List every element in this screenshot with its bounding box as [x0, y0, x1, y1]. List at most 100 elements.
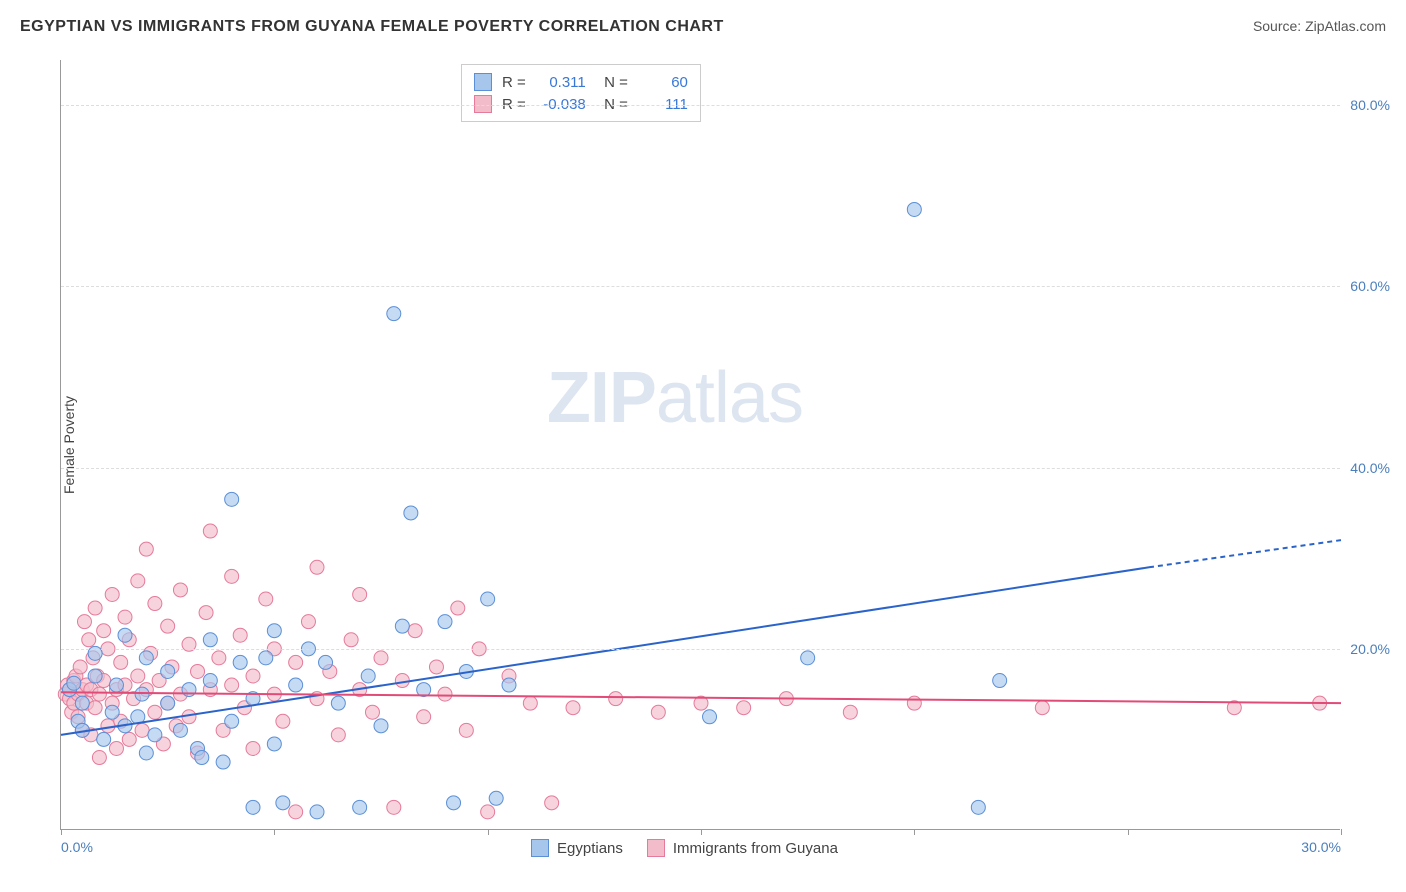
xtick-label: 0.0% [61, 839, 93, 855]
data-point [609, 692, 623, 706]
data-point [395, 619, 409, 633]
data-point [703, 710, 717, 724]
data-point [1035, 701, 1049, 715]
xtick-mark [274, 829, 275, 835]
data-point [246, 800, 260, 814]
data-point [216, 755, 230, 769]
stats-N-val-0: 60 [638, 74, 688, 91]
data-point [365, 705, 379, 719]
data-point [387, 307, 401, 321]
data-point [148, 705, 162, 719]
data-point [148, 597, 162, 611]
data-point [737, 701, 751, 715]
data-point [451, 601, 465, 615]
data-point [212, 651, 226, 665]
xtick-mark [61, 829, 62, 835]
xtick-label: 30.0% [1301, 839, 1341, 855]
stats-row-1: R = -0.038 N = 111 [474, 93, 688, 115]
data-point [438, 615, 452, 629]
data-point [148, 728, 162, 742]
data-point [387, 800, 401, 814]
data-point [408, 624, 422, 638]
stats-R-label-0: R = [502, 74, 526, 91]
data-point [139, 651, 153, 665]
trend-line-dashed [1149, 540, 1341, 567]
data-point [344, 633, 358, 647]
source-attribution: Source: ZipAtlas.com [1253, 18, 1386, 34]
data-point [182, 683, 196, 697]
chart-container: Female Poverty ZIPatlas R = 0.311 N = 60… [50, 60, 1370, 830]
stats-R-val-1: -0.038 [536, 96, 586, 113]
data-point [353, 800, 367, 814]
data-point [289, 678, 303, 692]
data-point [203, 633, 217, 647]
data-point [118, 610, 132, 624]
legend-swatch-guyana [647, 839, 665, 857]
gridline [61, 105, 1340, 106]
data-point [310, 805, 324, 819]
data-point [331, 728, 345, 742]
data-point [310, 560, 324, 574]
bottom-legend: Egyptians Immigrants from Guyana [531, 839, 838, 857]
data-point [131, 669, 145, 683]
data-point [267, 624, 281, 638]
data-point [259, 592, 273, 606]
data-point [289, 655, 303, 669]
data-point [73, 660, 87, 674]
data-point [139, 746, 153, 760]
data-point [276, 714, 290, 728]
data-point [523, 696, 537, 710]
data-point [118, 628, 132, 642]
data-point [233, 655, 247, 669]
data-point [374, 719, 388, 733]
legend-label-0: Egyptians [557, 840, 623, 857]
source-label: Source: [1253, 18, 1301, 34]
data-point [545, 796, 559, 810]
data-point [105, 587, 119, 601]
stats-legend-box: R = 0.311 N = 60 R = -0.038 N = 111 [461, 64, 701, 122]
data-point [97, 732, 111, 746]
data-point [92, 751, 106, 765]
data-point [907, 202, 921, 216]
data-point [109, 741, 123, 755]
data-point [203, 674, 217, 688]
data-point [88, 601, 102, 615]
ytick-label: 60.0% [1350, 278, 1390, 294]
data-point [97, 624, 111, 638]
data-point [429, 660, 443, 674]
data-point [301, 615, 315, 629]
swatch-egyptians [474, 73, 492, 91]
swatch-guyana [474, 95, 492, 113]
gridline [61, 649, 1340, 650]
data-point [489, 791, 503, 805]
chart-title: EGYPTIAN VS IMMIGRANTS FROM GUYANA FEMAL… [20, 18, 724, 36]
data-point [114, 655, 128, 669]
chart-header: EGYPTIAN VS IMMIGRANTS FROM GUYANA FEMAL… [20, 18, 1386, 36]
ytick-label: 80.0% [1350, 97, 1390, 113]
data-point [191, 664, 205, 678]
data-point [161, 696, 175, 710]
plot-svg [61, 60, 1340, 829]
xtick-mark [1128, 829, 1129, 835]
data-point [199, 606, 213, 620]
data-point [77, 615, 91, 629]
data-point [101, 719, 115, 733]
ytick-label: 20.0% [1350, 641, 1390, 657]
data-point [131, 574, 145, 588]
data-point [331, 696, 345, 710]
data-point [225, 569, 239, 583]
stats-N-val-1: 111 [638, 96, 688, 113]
data-point [459, 723, 473, 737]
data-point [233, 628, 247, 642]
data-point [203, 524, 217, 538]
ytick-label: 40.0% [1350, 460, 1390, 476]
data-point [395, 674, 409, 688]
data-point [417, 710, 431, 724]
data-point [438, 687, 452, 701]
data-point [502, 678, 516, 692]
data-point [289, 805, 303, 819]
data-point [267, 737, 281, 751]
data-point [319, 655, 333, 669]
legend-swatch-egyptians [531, 839, 549, 857]
legend-item-1: Immigrants from Guyana [647, 839, 838, 857]
